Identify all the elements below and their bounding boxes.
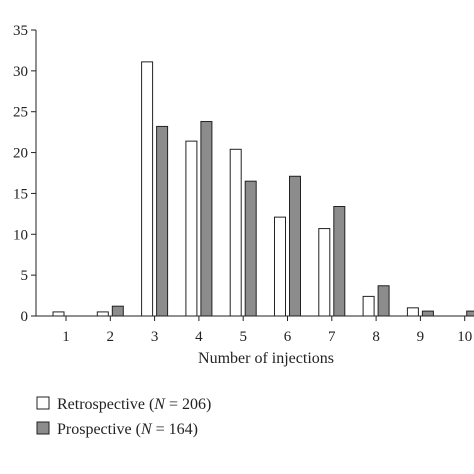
x-tick-label: 1 xyxy=(62,329,70,345)
x-tick-label: 3 xyxy=(151,329,159,345)
retrospective-bar-6 xyxy=(274,216,286,317)
prospective-bar-3 xyxy=(156,125,169,317)
retrospective-bar-4 xyxy=(185,140,198,317)
y-tick-label: 30 xyxy=(13,64,28,80)
legend-label-part: = 164) xyxy=(152,421,198,438)
y-tick-label: 0 xyxy=(21,309,29,325)
x-tick-label: 9 xyxy=(417,329,425,345)
legend-label-prospective: Prospective (N = 164) xyxy=(57,421,198,438)
prospective-bar-6 xyxy=(289,175,301,317)
prospective-bar-8 xyxy=(377,285,390,317)
prospective-bar-4 xyxy=(200,121,213,317)
x-tick-label: 7 xyxy=(328,329,336,345)
retrospective-bar-1 xyxy=(52,311,65,317)
legend-label-part: Retrospective ( xyxy=(57,396,154,413)
retrospective-bar-9 xyxy=(406,307,419,317)
retrospective-bar-8 xyxy=(362,295,375,317)
legend-swatch-prospective xyxy=(36,421,50,435)
y-tick-label: 5 xyxy=(21,268,29,284)
x-tick-label: 8 xyxy=(372,329,380,345)
prospective-bar-2 xyxy=(111,305,124,317)
legend-label-part: N xyxy=(140,421,153,438)
y-tick-label: 35 xyxy=(13,23,28,39)
legend: Retrospective (N = 206)Prospective (N = … xyxy=(36,396,211,438)
x-tick-label: 4 xyxy=(195,329,203,345)
y-tick-label: 15 xyxy=(13,186,28,202)
legend-swatch-retrospective xyxy=(36,396,50,410)
prospective-bar-5 xyxy=(244,180,257,317)
legend-label-part: N xyxy=(153,396,166,413)
x-axis-ticks: 1 2 3 4 5 6 7 8 9 10 xyxy=(62,316,472,345)
prospective-bar-10 xyxy=(466,310,474,317)
legend-label-part: = 206) xyxy=(165,396,211,413)
y-tick-label: 20 xyxy=(13,146,28,162)
x-axis-title: Number of injections xyxy=(198,350,334,367)
prospective-bar-7 xyxy=(333,206,346,317)
x-tick-label: 2 xyxy=(107,329,115,345)
x-tick-label: 5 xyxy=(239,329,247,345)
y-tick-label: 25 xyxy=(13,105,28,121)
retrospective-bar-5 xyxy=(229,148,242,317)
legend-label-part: Prospective ( xyxy=(57,421,141,438)
bars xyxy=(52,61,474,317)
retrospective-bar-3 xyxy=(141,61,154,317)
x-tick-label: 6 xyxy=(284,329,292,345)
prospective-bar-9 xyxy=(421,310,434,317)
x-tick-label: 10 xyxy=(457,329,472,345)
retrospective-bar-7 xyxy=(318,228,331,317)
y-tick-label: 10 xyxy=(13,227,28,243)
legend-label-retrospective: Retrospective (N = 206) xyxy=(57,396,211,413)
retrospective-bar-2 xyxy=(96,311,109,317)
y-axis-ticks: 0 5 10 15 20 25 30 35 xyxy=(13,23,36,325)
